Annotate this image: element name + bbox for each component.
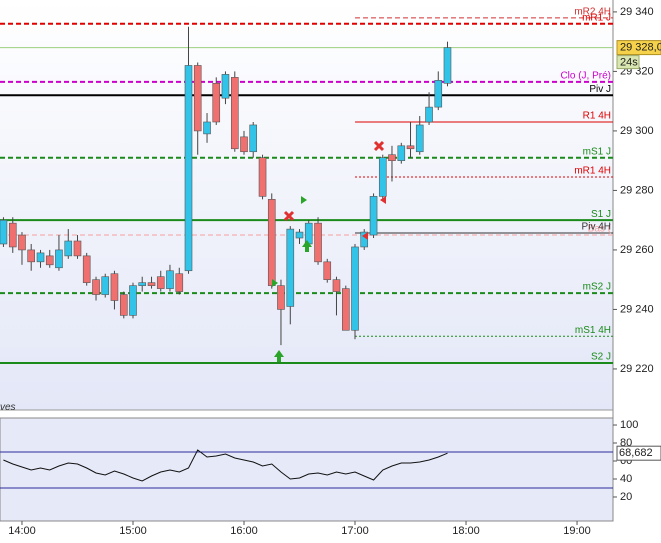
candle-body — [18, 234, 26, 251]
candle-body — [8, 222, 17, 248]
candle-body — [415, 124, 424, 153]
candle-body — [45, 255, 54, 266]
level-label: mR2 4H — [574, 6, 611, 17]
candle-body — [147, 282, 156, 286]
candle-body — [314, 222, 322, 263]
legend-text: ves — [0, 402, 16, 413]
level-label: mS1 J — [583, 146, 611, 157]
candle-body — [341, 288, 350, 331]
y-tick-label: 20 — [620, 491, 632, 503]
candle-body — [212, 83, 221, 123]
candle-body — [295, 231, 304, 239]
level-label: mS1 4H — [575, 325, 611, 336]
indicator-value-label: 68,682 — [619, 447, 653, 459]
candle-body — [27, 249, 35, 263]
candle-body — [64, 240, 73, 257]
candle-body — [443, 47, 452, 84]
sell-signal — [283, 140, 385, 222]
countdown-box — [616, 55, 640, 70]
signal-triangle — [362, 232, 368, 240]
y-tick-label: 100 — [620, 419, 638, 431]
candle-body — [184, 65, 193, 272]
candle-body — [323, 261, 332, 280]
candle-body — [203, 121, 211, 135]
candle-body — [277, 285, 285, 310]
candle-body — [82, 255, 91, 283]
candle-body — [110, 273, 119, 301]
candle-body — [36, 252, 45, 263]
candle-body — [55, 249, 63, 269]
signal-triangle — [272, 279, 278, 287]
level-label: R1 4H — [583, 111, 611, 122]
candle-body — [369, 196, 378, 236]
candle-body — [378, 157, 387, 197]
candle-body — [92, 279, 100, 295]
x-tick-label: 19:00 — [563, 525, 591, 537]
level-label: Clo (J, Pré) — [560, 70, 611, 81]
signal-triangle — [380, 196, 386, 204]
y-tick-label: 29 340 — [620, 6, 654, 18]
candle-body — [351, 246, 359, 331]
level-label: Piv 4H — [582, 222, 611, 233]
level-label: mR1 4H — [574, 166, 611, 177]
current-price-box — [616, 40, 661, 56]
y-tick-label: 29 260 — [620, 244, 654, 256]
level-label: Piv J — [589, 84, 611, 95]
level-label: mS2 J — [583, 282, 611, 293]
x-tick-label: 17:00 — [341, 525, 369, 537]
current-price-label: 29 328,0 — [620, 42, 661, 54]
candle-body — [249, 124, 258, 153]
candle-body — [175, 273, 184, 292]
x-tick-label: 18:00 — [452, 525, 480, 537]
x-tick-label: 14:00 — [8, 525, 36, 537]
indicator-line — [3, 449, 448, 482]
level-label: S2 J — [591, 352, 611, 363]
x-tick-label: 16:00 — [230, 525, 258, 537]
candle-body — [193, 65, 202, 132]
candle-body — [73, 240, 82, 257]
candle-body — [397, 145, 406, 161]
buy-arrow — [302, 240, 312, 252]
candle-body — [101, 276, 110, 295]
level-label: mR1 J — [582, 12, 611, 23]
candle-body — [0, 219, 8, 245]
buy-arrow — [274, 350, 284, 362]
candle-body — [119, 294, 128, 316]
candle-body — [166, 270, 174, 289]
y-tick-label: 40 — [620, 473, 632, 485]
y-tick-label: 29 280 — [620, 184, 654, 196]
candle-body — [304, 222, 313, 245]
candle-body — [240, 136, 248, 153]
candle-body — [406, 145, 415, 150]
countdown: 24s — [620, 57, 638, 69]
x-tick-label: 15:00 — [119, 525, 147, 537]
signal-triangle — [301, 196, 307, 204]
level-label: Bas ( — [588, 224, 612, 235]
candle-body — [156, 276, 165, 289]
y-tick-label: 29 240 — [620, 303, 654, 315]
candle-body — [267, 199, 276, 286]
indicator-background — [0, 417, 614, 522]
candle-body — [332, 279, 341, 292]
y-tick-label: 29 220 — [620, 363, 654, 375]
candle-body — [425, 106, 433, 123]
candle-body — [286, 228, 295, 307]
candle-body — [388, 154, 396, 161]
signals — [272, 140, 386, 362]
indicator-value-box — [616, 445, 661, 461]
candle-body — [230, 77, 239, 150]
candle-body — [258, 157, 267, 197]
candle-body — [434, 80, 443, 108]
y-tick-label: 29 300 — [620, 125, 654, 137]
level-label: S1 J — [591, 209, 611, 220]
candle-body — [138, 282, 147, 286]
plot-background — [0, 0, 613, 410]
candle-body — [129, 285, 137, 316]
candle-body — [221, 74, 230, 99]
